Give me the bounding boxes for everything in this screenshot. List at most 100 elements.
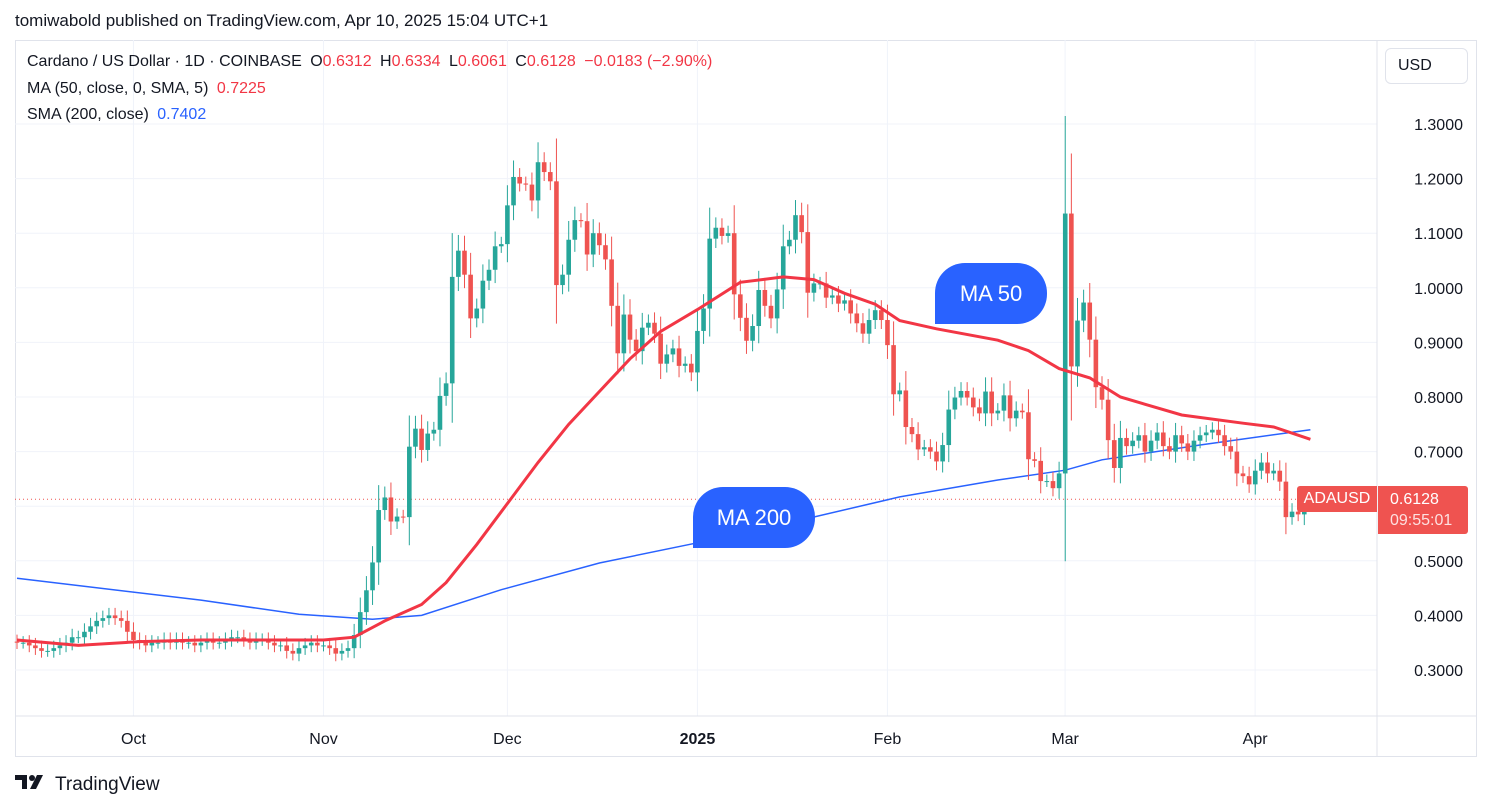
candle[interactable]	[1197, 426, 1203, 449]
candle[interactable]	[57, 637, 63, 655]
candle[interactable]	[1265, 452, 1270, 483]
candle[interactable]	[45, 644, 50, 657]
candle[interactable]	[823, 271, 829, 308]
candle[interactable]	[1105, 379, 1111, 459]
candle[interactable]	[1234, 437, 1240, 487]
candle[interactable]	[192, 635, 198, 653]
candle[interactable]	[719, 218, 725, 245]
candle[interactable]	[437, 377, 443, 447]
candle[interactable]	[468, 252, 473, 339]
candle[interactable]	[462, 235, 467, 289]
candle[interactable]	[505, 185, 510, 263]
candle[interactable]	[725, 225, 731, 243]
candle[interactable]	[131, 622, 136, 649]
candle[interactable]	[1136, 426, 1142, 449]
candle[interactable]	[400, 509, 406, 524]
candle[interactable]	[376, 485, 381, 585]
candle[interactable]	[431, 421, 437, 441]
candle[interactable]	[76, 630, 81, 644]
candle[interactable]	[388, 482, 394, 535]
candle[interactable]	[934, 441, 939, 471]
candle[interactable]	[915, 422, 921, 461]
candle[interactable]	[492, 231, 498, 284]
candle[interactable]	[1246, 466, 1252, 493]
candle[interactable]	[118, 610, 124, 628]
candle[interactable]	[909, 417, 915, 443]
candle[interactable]	[713, 217, 719, 248]
candle[interactable]	[1056, 461, 1062, 499]
candle[interactable]	[345, 640, 351, 658]
candle[interactable]	[425, 421, 431, 462]
candle[interactable]	[829, 288, 835, 305]
candle[interactable]	[443, 372, 449, 406]
candle[interactable]	[1044, 474, 1050, 487]
candle[interactable]	[799, 202, 804, 244]
candle[interactable]	[952, 386, 958, 420]
candle[interactable]	[229, 629, 234, 647]
candle[interactable]	[548, 162, 553, 191]
candle[interactable]	[1032, 452, 1037, 468]
candle[interactable]	[750, 314, 755, 352]
candle[interactable]	[186, 636, 191, 649]
candle[interactable]	[903, 371, 909, 445]
candle[interactable]	[1075, 297, 1080, 387]
candle[interactable]	[921, 439, 927, 457]
candle[interactable]	[1185, 433, 1191, 461]
candle[interactable]	[511, 160, 516, 221]
candle[interactable]	[523, 176, 529, 191]
candle[interactable]	[811, 273, 817, 302]
candle[interactable]	[1271, 463, 1276, 481]
candle[interactable]	[198, 635, 204, 653]
candle[interactable]	[1111, 423, 1117, 483]
candle[interactable]	[940, 432, 945, 473]
candle[interactable]	[744, 303, 749, 354]
candle[interactable]	[1038, 447, 1044, 494]
candle[interactable]	[14, 634, 20, 649]
candle[interactable]	[69, 628, 75, 651]
candle[interactable]	[535, 142, 541, 219]
candle[interactable]	[407, 415, 412, 546]
candle[interactable]	[296, 639, 302, 662]
candle[interactable]	[731, 205, 737, 320]
candle[interactable]	[290, 643, 296, 661]
candle[interactable]	[26, 635, 32, 653]
candle[interactable]	[449, 233, 455, 423]
candle[interactable]	[1142, 422, 1148, 463]
candle[interactable]	[333, 639, 339, 662]
candle[interactable]	[1252, 459, 1258, 495]
candle[interactable]	[1062, 116, 1068, 562]
candle[interactable]	[603, 233, 608, 270]
candle[interactable]	[658, 316, 663, 380]
candle[interactable]	[100, 610, 106, 628]
candle[interactable]	[701, 294, 706, 344]
legend-sma200-row[interactable]: SMA (200, close) 0.7402	[27, 106, 210, 124]
candle[interactable]	[707, 207, 712, 337]
candle[interactable]	[315, 635, 320, 653]
candle[interactable]	[560, 264, 565, 295]
candle[interactable]	[970, 387, 976, 417]
candle[interactable]	[308, 635, 314, 653]
candle[interactable]	[639, 312, 645, 365]
candle[interactable]	[1173, 422, 1178, 463]
candle[interactable]	[977, 398, 982, 422]
candle[interactable]	[578, 213, 584, 228]
candle[interactable]	[793, 200, 798, 254]
candle[interactable]	[1130, 432, 1135, 454]
candle[interactable]	[125, 610, 130, 642]
candle[interactable]	[1216, 421, 1221, 443]
candle[interactable]	[1222, 424, 1227, 456]
candle[interactable]	[891, 321, 896, 416]
candle[interactable]	[1020, 403, 1025, 419]
currency-button[interactable]: USD	[1385, 48, 1468, 84]
candle[interactable]	[529, 172, 535, 212]
candle[interactable]	[1167, 437, 1172, 460]
candle[interactable]	[1069, 153, 1074, 421]
candle[interactable]	[1026, 389, 1031, 480]
candle[interactable]	[615, 282, 621, 375]
candle[interactable]	[357, 597, 363, 649]
candle[interactable]	[1161, 421, 1166, 457]
candle[interactable]	[1203, 424, 1209, 442]
candle[interactable]	[554, 138, 559, 324]
candle[interactable]	[676, 335, 682, 378]
